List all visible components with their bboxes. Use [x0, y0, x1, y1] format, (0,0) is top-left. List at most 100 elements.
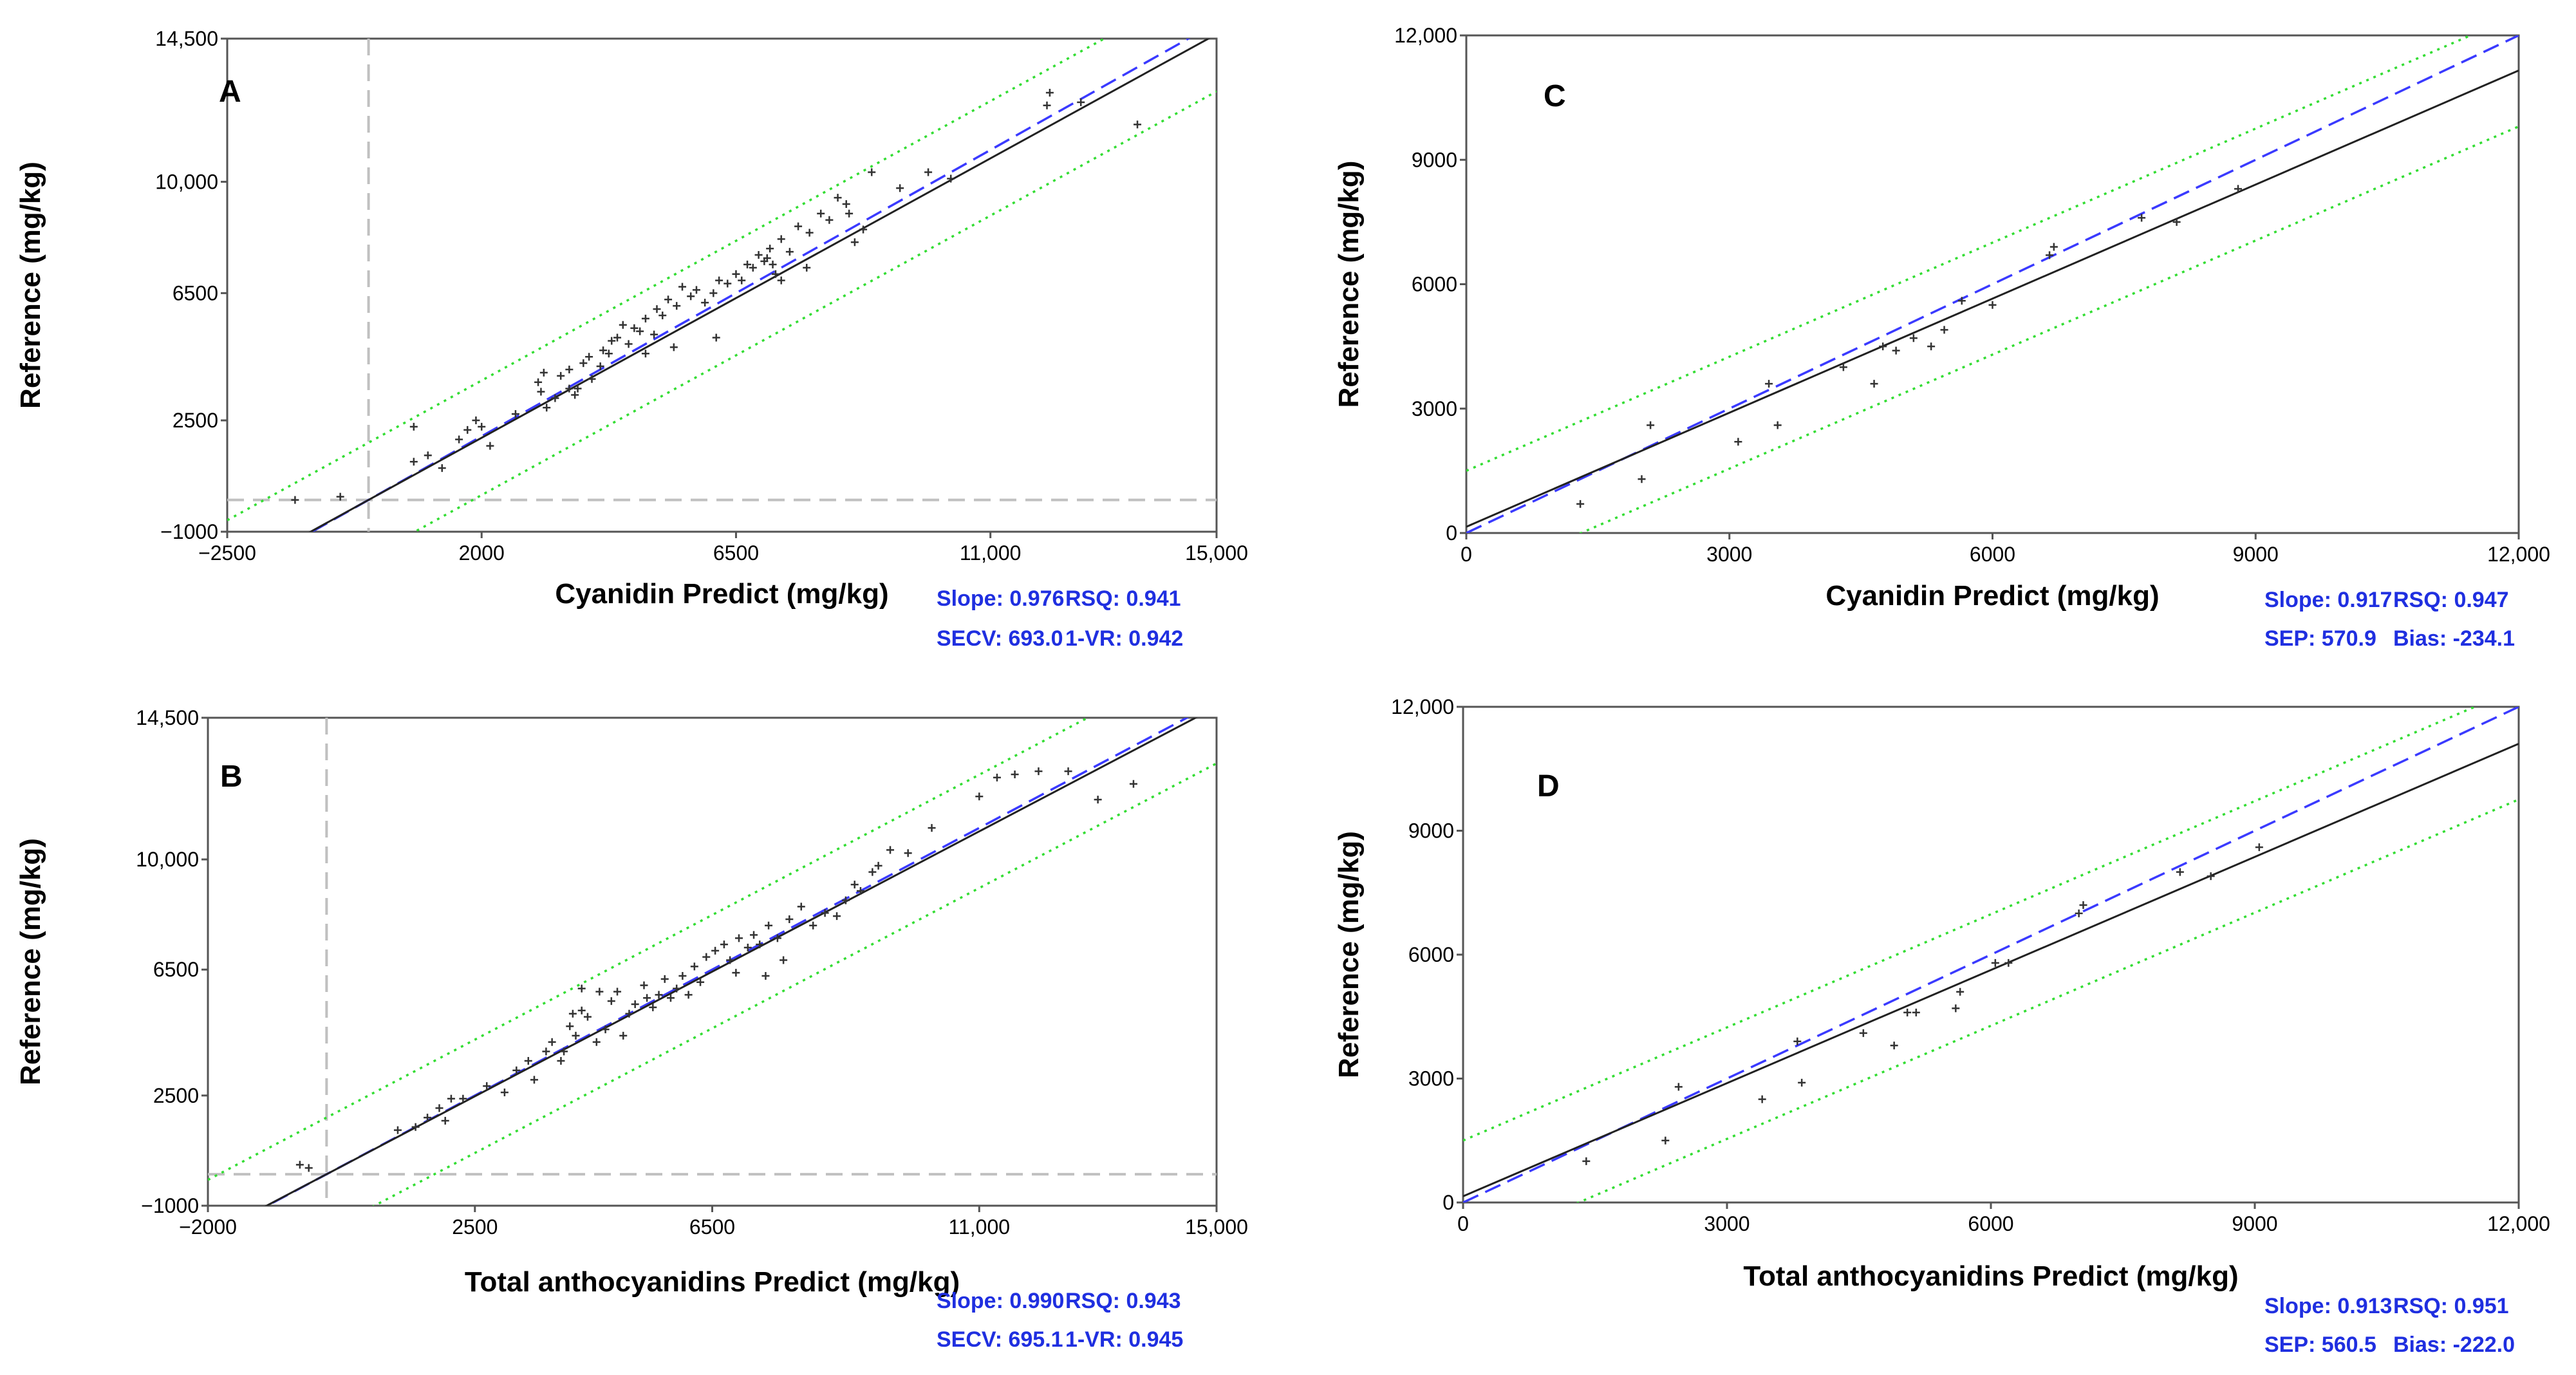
data-point — [678, 972, 687, 980]
data-point — [1765, 380, 1773, 388]
data-point — [1903, 1008, 1912, 1016]
data-point — [424, 1114, 432, 1122]
data-point — [2079, 901, 2087, 909]
data-point — [579, 359, 588, 368]
data-point — [455, 435, 463, 444]
data-point — [1991, 959, 1999, 967]
data-point — [754, 251, 763, 259]
stat-text: RSQ: 0.941 — [1065, 586, 1181, 611]
data-point — [604, 350, 613, 358]
y-tick-label: 9000 — [1408, 819, 1454, 843]
stat-text: Slope: 0.990 — [937, 1289, 1064, 1313]
x-tick-label: 2500 — [452, 1215, 498, 1239]
data-point — [1094, 796, 1102, 804]
x-tick-label: 3000 — [1706, 543, 1752, 566]
data-point — [574, 384, 582, 393]
data-point — [803, 263, 811, 272]
data-point — [511, 410, 519, 418]
plot-frame — [226, 37, 1218, 533]
data-point — [500, 1088, 509, 1096]
band-upper-line — [227, 39, 1107, 521]
data-point — [1134, 120, 1142, 129]
data-point — [1011, 771, 1019, 779]
data-point — [1952, 1004, 1960, 1013]
data-point — [441, 1116, 449, 1125]
data-point — [666, 994, 675, 1002]
x-tick-label: 0 — [1461, 543, 1472, 566]
data-point — [438, 464, 446, 472]
data-point — [2049, 243, 2058, 251]
regression-line — [1466, 70, 2519, 528]
y-tick-label: 2500 — [173, 409, 218, 432]
data-point — [1773, 421, 1782, 429]
data-point — [2172, 218, 2181, 226]
data-point — [845, 209, 854, 218]
x-tick-label: 11,000 — [960, 541, 1022, 565]
plot-area — [227, 39, 1217, 532]
stat-text: SECV: 693.0 — [937, 626, 1063, 651]
data-point — [658, 311, 667, 319]
stat-text: RSQ: 0.943 — [1065, 1289, 1181, 1313]
y-tick-label: −1000 — [160, 520, 218, 543]
data-point — [1043, 101, 1051, 109]
data-point — [859, 225, 868, 234]
x-tick-label: 0 — [1457, 1212, 1469, 1235]
x-tick-label: 6000 — [1968, 1212, 2013, 1235]
plot-area — [1463, 707, 2519, 1202]
data-point — [673, 984, 681, 993]
data-point — [630, 324, 639, 332]
data-point — [771, 270, 779, 278]
data-point — [712, 333, 720, 342]
data-point — [732, 969, 740, 977]
data-point — [1909, 334, 1918, 342]
data-point — [472, 416, 480, 425]
data-point — [678, 283, 687, 291]
data-point — [409, 458, 418, 466]
data-point — [304, 1164, 313, 1172]
data-point — [924, 168, 933, 176]
stat-text: Bias: -234.1 — [2393, 626, 2515, 651]
data-point — [1045, 89, 1054, 97]
data-point — [512, 1066, 521, 1074]
data-point — [1859, 1029, 1867, 1037]
data-point — [641, 350, 649, 358]
data-point — [1734, 438, 1742, 446]
data-point — [1956, 987, 1965, 996]
data-point — [1576, 500, 1585, 508]
data-point — [1839, 363, 1847, 371]
data-point — [613, 987, 622, 996]
stat-text: Slope: 0.917 — [2264, 588, 2392, 612]
y-tick-label: 9000 — [1412, 148, 1457, 171]
data-point — [797, 903, 805, 911]
data-point — [588, 375, 596, 383]
plot-frame — [207, 716, 1218, 1207]
data-point — [631, 1000, 639, 1009]
data-point — [595, 987, 604, 996]
identity-line — [310, 39, 1191, 532]
data-point — [702, 953, 711, 961]
data-point — [1798, 1078, 1806, 1087]
data-point — [723, 279, 732, 288]
data-point — [711, 946, 720, 955]
data-point — [738, 276, 746, 285]
data-point — [2255, 843, 2263, 852]
data-point — [1077, 98, 1085, 106]
y-tick-label: −1000 — [141, 1194, 199, 1217]
x-tick-label: 6500 — [713, 541, 759, 565]
data-point — [1793, 1037, 1802, 1045]
data-point — [750, 931, 758, 939]
data-point — [459, 1094, 467, 1103]
panel-letter: C — [1544, 79, 1566, 113]
data-point — [1879, 342, 1887, 351]
y-tick-label: 6500 — [173, 281, 218, 304]
data-point — [874, 861, 882, 870]
data-point — [336, 492, 344, 501]
data-point — [1890, 1042, 1898, 1050]
data-point — [720, 940, 728, 949]
data-point — [779, 956, 788, 964]
data-point — [539, 368, 548, 377]
data-point — [821, 909, 829, 917]
data-point — [2004, 959, 2013, 967]
data-point — [777, 276, 785, 285]
panel-b: −2000 2500 6500 11,000 15,000 −1000 2500 6500 10… — [15, 706, 1248, 1352]
